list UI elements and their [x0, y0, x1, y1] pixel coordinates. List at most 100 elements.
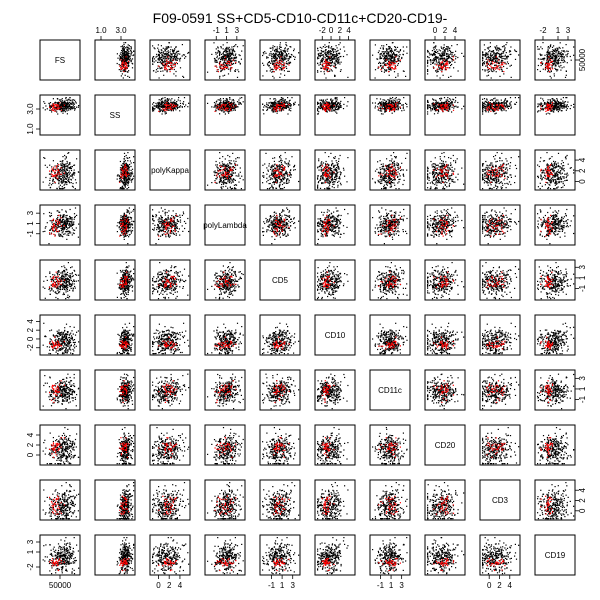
- event-point: [160, 70, 162, 72]
- event-point: [176, 101, 178, 103]
- event-point: [127, 65, 129, 67]
- event-point: [282, 98, 284, 100]
- event-point: [216, 106, 218, 108]
- event-point: [128, 62, 130, 64]
- gated-point: [281, 104, 283, 106]
- event-point: [317, 102, 319, 104]
- event-point: [65, 102, 67, 104]
- event-point: [282, 58, 284, 60]
- event-point: [121, 63, 123, 65]
- gated-point: [445, 64, 447, 66]
- event-point: [167, 99, 170, 101]
- event-point: [323, 103, 325, 105]
- event-point: [217, 58, 219, 60]
- gated-point: [440, 105, 442, 107]
- gated-point: [435, 109, 437, 111]
- event-point: [442, 60, 444, 62]
- event-point: [216, 61, 218, 63]
- event-point: [384, 51, 386, 53]
- event-point: [276, 105, 279, 107]
- event-point: [379, 102, 381, 104]
- event-point: [234, 70, 236, 72]
- event-point: [450, 102, 452, 104]
- event-point: [389, 67, 391, 69]
- event-point: [497, 52, 499, 54]
- event-point: [161, 60, 163, 62]
- event-point: [49, 109, 51, 111]
- event-point: [125, 59, 127, 61]
- event-point: [328, 109, 330, 111]
- event-point: [181, 55, 183, 57]
- event-point: [120, 56, 122, 58]
- gated-point: [222, 67, 224, 69]
- gated-point: [327, 62, 329, 64]
- event-point: [234, 107, 236, 109]
- event-point: [153, 58, 156, 60]
- event-point: [168, 105, 170, 108]
- event-point: [487, 48, 490, 50]
- event-point: [381, 57, 383, 59]
- event-point: [287, 106, 289, 108]
- event-point: [173, 101, 175, 103]
- event-point: [434, 63, 436, 65]
- gated-point: [281, 63, 283, 66]
- event-point: [124, 51, 126, 53]
- event-point: [388, 60, 390, 63]
- event-point: [167, 53, 169, 55]
- event-point: [448, 62, 451, 64]
- event-point: [288, 109, 290, 111]
- event-point: [179, 110, 181, 112]
- gated-point: [230, 107, 232, 109]
- event-point: [397, 105, 399, 107]
- gated-point: [58, 105, 60, 107]
- event-point: [319, 104, 321, 106]
- event-point: [322, 102, 324, 104]
- event-point: [176, 57, 178, 59]
- event-point: [164, 111, 166, 113]
- event-point: [387, 57, 389, 60]
- event-point: [169, 58, 172, 60]
- event-point: [332, 106, 334, 108]
- event-point: [219, 63, 221, 65]
- event-point: [63, 101, 66, 103]
- event-point: [320, 59, 322, 61]
- event-point: [263, 64, 265, 66]
- event-point: [165, 52, 167, 55]
- event-point: [437, 112, 439, 114]
- event-point: [270, 104, 272, 106]
- event-point: [231, 46, 233, 48]
- event-point: [338, 53, 341, 55]
- event-point: [163, 106, 165, 108]
- gated-point: [391, 106, 393, 108]
- event-point: [214, 105, 216, 107]
- event-point: [560, 51, 562, 54]
- event-point: [238, 61, 240, 63]
- event-point: [342, 55, 345, 58]
- event-point: [239, 103, 241, 105]
- event-point: [233, 100, 235, 102]
- event-point: [174, 57, 176, 60]
- event-point: [159, 59, 161, 61]
- event-point: [494, 57, 496, 59]
- event-point: [280, 103, 282, 105]
- event-point: [158, 57, 160, 59]
- event-point: [166, 98, 168, 100]
- event-point: [388, 55, 390, 57]
- event-point: [332, 51, 335, 54]
- event-point: [390, 51, 392, 53]
- event-point: [170, 46, 172, 48]
- event-point: [445, 59, 447, 61]
- gated-point: [123, 71, 125, 73]
- event-point: [499, 108, 501, 110]
- event-point: [485, 52, 487, 54]
- event-point: [453, 67, 455, 69]
- event-point: [492, 111, 495, 113]
- event-point: [374, 102, 376, 104]
- event-point: [504, 99, 506, 101]
- event-point: [229, 59, 231, 61]
- event-point: [399, 50, 401, 52]
- event-point: [403, 50, 405, 52]
- event-point: [495, 60, 497, 62]
- event-point: [57, 101, 59, 104]
- event-point: [282, 61, 284, 63]
